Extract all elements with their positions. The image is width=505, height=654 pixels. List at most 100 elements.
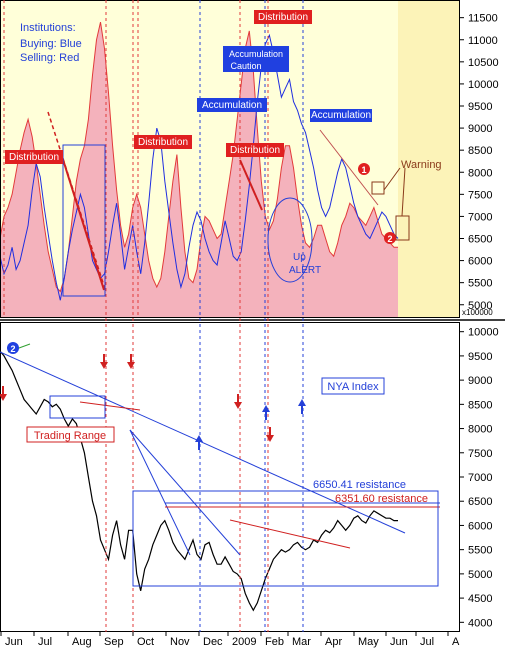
bottom-y-tick-label: 5500 (468, 545, 492, 557)
down-arrow (266, 427, 274, 442)
legend-line-buying: Buying: Blue (20, 38, 82, 50)
marker-1 (358, 163, 370, 175)
annotations: Distribution Distribution Distribution Dist… (0, 0, 442, 632)
x-tick-label: Aug (72, 636, 92, 648)
x-tick-label: 2009 (232, 636, 256, 648)
warning-pointer (383, 167, 401, 191)
marker-2-blue-label: 2 (10, 344, 15, 354)
alert-label: ALERT (289, 265, 321, 276)
top-y-tick-label: 9000 (468, 123, 492, 135)
bottom-y-tick-label: 6000 (468, 520, 492, 532)
distribution-trend-line (59, 149, 105, 291)
accumulation-label: Accumulation (202, 100, 262, 111)
top-y-tick-label: 7000 (468, 211, 492, 223)
accumulation-label: Accumulation (311, 110, 371, 121)
bottom-y-tick-label: 8000 (468, 424, 492, 436)
marker-1-label: 1 (361, 165, 366, 175)
x-tick-label: Apr (325, 636, 342, 648)
trading-range-line (79, 401, 141, 411)
trading-range-label: Trading Range (34, 430, 106, 442)
x-tick-label: Nov (170, 636, 190, 648)
top-y-tick-label: 10000 (468, 79, 499, 91)
bottom-y-tick-label: 10000 (468, 327, 499, 339)
buy-zone-box (62, 144, 106, 297)
bottom-panel-background (0, 322, 460, 632)
top-y-tick-label: 11000 (468, 35, 498, 47)
down-arrow (100, 354, 108, 369)
top-y-tick-label: 6500 (468, 234, 492, 246)
x-tick-label: Jul (420, 636, 434, 648)
distribution-label: Distribution (138, 137, 188, 148)
accumulation-caution-label: Caution (230, 61, 261, 71)
up-arrow (195, 435, 203, 450)
distribution-label: Distribution (9, 152, 59, 163)
marker-2-blue (7, 342, 19, 354)
declining-resistance-line (229, 519, 351, 549)
bottoming-range-box (132, 490, 439, 587)
x-tick-label: Dec (203, 636, 223, 648)
down-arrow (127, 354, 135, 369)
x-tick-label: Mar (292, 636, 311, 648)
up-alert-ellipse (267, 197, 313, 283)
x-tick-label: Jul (38, 636, 52, 648)
marker-2-label: 2 (387, 234, 392, 244)
warning-box (371, 181, 385, 195)
top-y-tick-label: 7500 (468, 189, 492, 201)
bottom-plot (0, 350, 398, 612)
marker-2 (384, 232, 396, 244)
up-label: Up (293, 252, 306, 263)
accumulation-caution-label: Accumulation (229, 49, 283, 59)
resistance-6351-label: 6351.60 resistance (335, 493, 428, 505)
top-y-axis: 5000 5500 6000 6500 7000 7500 8000 8500 9000 9500… (460, 13, 499, 312)
bottom-y-tick-label: 7000 (468, 472, 492, 484)
x-axis: Jun Jul Aug Sep Oct Nov Dec 2009 Feb Mar Apr May Jun… (0, 632, 460, 648)
warning-pointer (401, 167, 406, 217)
top-y-tick-label: 8500 (468, 145, 492, 157)
x-tick-label: A (452, 636, 460, 648)
top-y-tick-label: 8000 (468, 167, 492, 179)
nya-title: NYA Index (327, 381, 379, 393)
top-y-tick-label: 10500 (468, 57, 499, 69)
x-tick-label: May (358, 636, 379, 648)
bottom-y-tick-label: 5000 (468, 569, 492, 581)
down-arrow (234, 394, 242, 409)
bottom-y-tick-label: 4000 (468, 617, 492, 629)
top-panel-border (0, 0, 460, 318)
top-y-tick-label: 5500 (468, 278, 492, 290)
x-tick-label: Feb (265, 636, 284, 648)
trend-line (129, 429, 241, 556)
legend-line-institutions: Institutions: (20, 22, 76, 34)
bottom-y-tick-label: 7500 (468, 448, 492, 460)
distribution-box (226, 143, 284, 157)
x-tick-label: Jun (5, 636, 23, 648)
buying-line (0, 33, 399, 301)
top-plot (0, 21, 399, 318)
top-y-tick-label: 6000 (468, 256, 492, 268)
warning-trend-line (319, 129, 379, 206)
distribution-box (134, 135, 192, 149)
trading-range-box (49, 395, 106, 419)
trading-range-label-box (26, 426, 115, 443)
trend-line (129, 429, 191, 556)
top-y-tick-label: 9500 (468, 101, 492, 113)
x-tick-label: Oct (137, 636, 154, 648)
distribution-box (5, 150, 63, 164)
distribution-box (254, 10, 312, 24)
bottom-y-tick-label: 9500 (468, 351, 492, 363)
down-arrow (0, 386, 7, 401)
x-tick-label: Sep (104, 636, 124, 648)
y-multiplier-label: x100000 (462, 308, 493, 317)
up-arrow (298, 399, 306, 414)
distribution-label: Distribution (258, 12, 308, 23)
right-axis-background (460, 0, 505, 632)
bottom-y-tick-label: 6500 (468, 496, 492, 508)
bottom-y-axis: 4000 4500 5000 5500 6000 6500 7000 7500 8000 8500… (460, 327, 499, 629)
selling-area (0, 22, 398, 318)
distribution-trend-line (239, 159, 263, 211)
up-arrow (262, 405, 270, 420)
bottom-y-tick-label: 9000 (468, 375, 492, 387)
accumulation-caution-box (223, 46, 289, 72)
nya-title-box (321, 377, 385, 395)
